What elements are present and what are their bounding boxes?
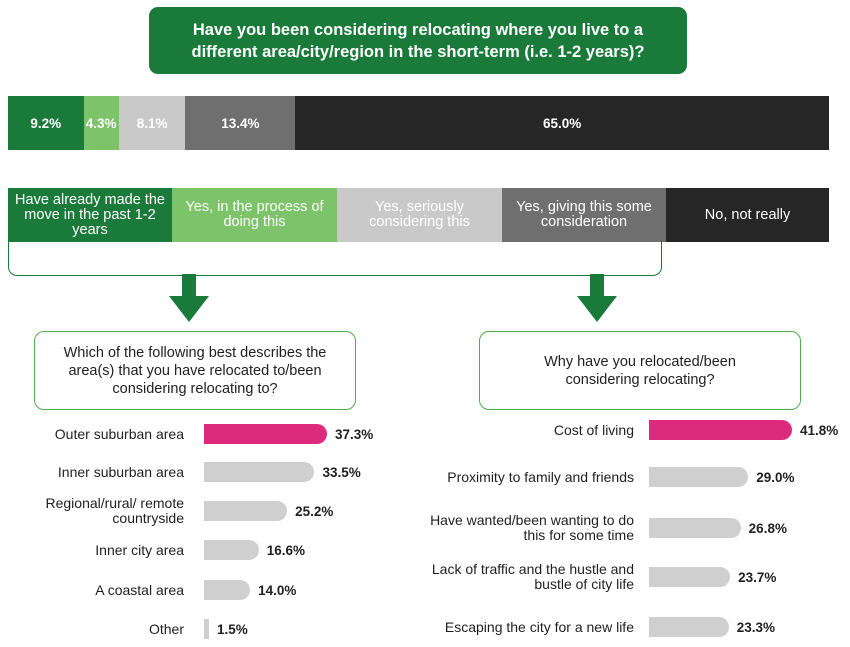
segment-value-label: 4.3%: [85, 115, 117, 131]
legend-entry: Have already made the move in the past 1…: [8, 188, 172, 242]
stacked-segment: 13.4%: [185, 96, 296, 150]
question-box-areas: Which of the following best describes th…: [34, 331, 356, 410]
bar-category-label: Outer suburban area: [54, 425, 184, 442]
bar-value-label: 33.5%: [322, 464, 361, 480]
bar: [204, 424, 327, 444]
segment-value-label: 65.0%: [543, 115, 582, 131]
question-box-reasons: Why have you relocated/been considering …: [479, 331, 801, 410]
bar: [649, 617, 729, 637]
stacked-segment: 9.2%: [8, 96, 84, 150]
bar-value-label: 25.2%: [295, 503, 334, 519]
chart-title: Have you been considering relocating whe…: [149, 7, 687, 74]
bar-category-label: Inner suburban area: [57, 463, 184, 480]
segment-value-label: 9.2%: [30, 115, 62, 131]
bar-category-label: Other: [148, 620, 184, 637]
arrow-down-icon: [169, 274, 209, 322]
bar: [649, 467, 749, 487]
bar-value-label: 29.0%: [756, 469, 795, 485]
bar-value-label: 26.8%: [748, 520, 787, 536]
legend-entry: Yes, in the process of doing this: [172, 188, 337, 242]
bar: [204, 580, 251, 600]
bar-category-label: Have wanted/been wanting to do this for …: [430, 512, 634, 543]
segment-value-label: 13.4%: [221, 115, 260, 131]
legend-entry: Yes, seriously considering this: [337, 188, 502, 242]
bar-category-label: Proximity to family and friends: [447, 468, 634, 485]
bar-category-label: Escaping the city for a new life: [444, 618, 634, 635]
bar: [204, 540, 259, 560]
bar-value-label: 14.0%: [258, 582, 297, 598]
bracket-connector: [8, 240, 662, 276]
stacked-segment: 65.0%: [295, 96, 829, 150]
bar: [204, 501, 288, 521]
bar: [649, 567, 731, 587]
bar: [204, 619, 209, 639]
bar-category-label: Cost of living: [553, 421, 634, 438]
bar-value-label: 23.3%: [736, 619, 775, 635]
stacked-segment: 4.3%: [83, 96, 119, 150]
bar: [649, 420, 792, 440]
bar-category-label: Regional/rural/ remote countryside: [45, 495, 184, 526]
legend-entry: Yes, giving this some consideration: [502, 188, 666, 242]
bar: [204, 462, 315, 482]
stacked-segment: 8.1%: [118, 96, 186, 150]
segment-value-label: 8.1%: [136, 115, 168, 131]
bar-category-label: Lack of traffic and the hustle and bustl…: [431, 561, 634, 592]
bar-value-label: 16.6%: [266, 542, 306, 558]
legend-entry: No, not really: [666, 188, 829, 242]
bar-category-label: Inner city area: [95, 541, 184, 558]
bar: [649, 518, 741, 538]
bar-value-label: 23.7%: [738, 569, 777, 585]
bar-value-label: 1.5%: [216, 621, 248, 637]
arrow-down-icon: [577, 274, 617, 322]
stacked-bar: 9.2% 4.3% 8.1% 13.4% 65.0%: [8, 96, 829, 150]
stacked-bar-legend: Have already made the move in the past 1…: [8, 188, 829, 242]
bar-category-label: A coastal area: [95, 581, 184, 598]
bar-value-label: 37.3%: [335, 426, 374, 442]
bar-value-label: 41.8%: [800, 422, 839, 438]
